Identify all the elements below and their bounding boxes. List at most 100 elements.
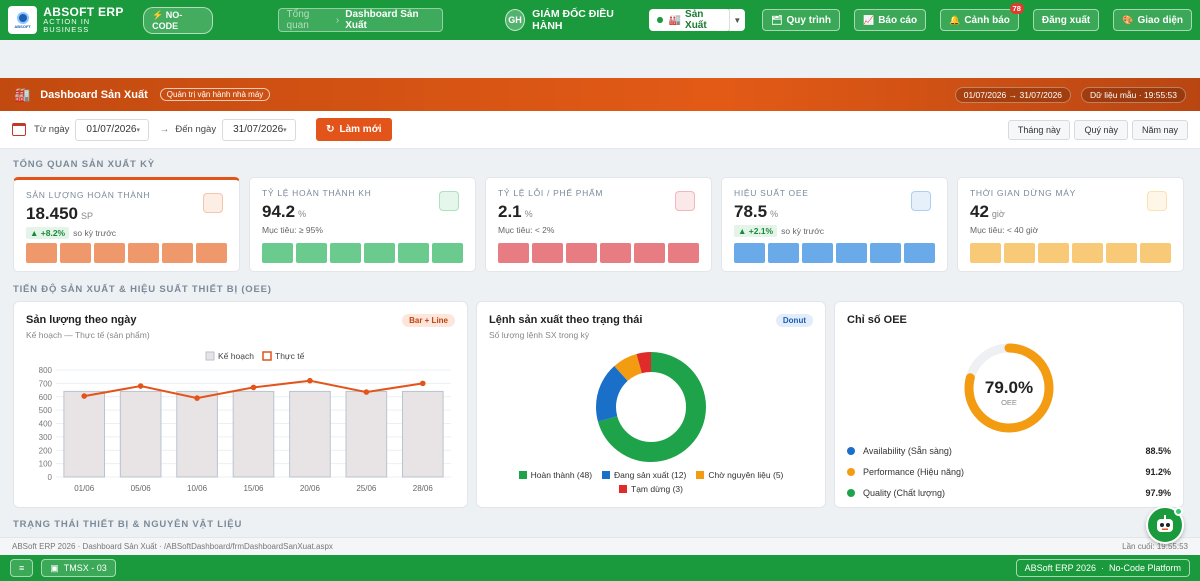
kpi-value: 78.5%: [734, 202, 935, 222]
actual-point[interactable]: [81, 393, 88, 399]
legend-label: Hoàn thành (48): [530, 470, 593, 480]
kpi-label: TỶ LỆ HOÀN THÀNH KH: [262, 188, 372, 198]
report-icon: 📈: [862, 14, 875, 25]
bottom-bar: ≡ ▣ TMSX - 03 ABSoft ERP 2026 · No-Code Pla…: [0, 555, 1200, 581]
refresh-label: Làm mới: [339, 124, 382, 135]
kpi-card[interactable]: SẢN LƯỢNG HOÀN THÀNH 18.450 SP ▲ +8.2% so …: [13, 177, 240, 272]
actual-point[interactable]: [307, 377, 313, 384]
brand-subtitle: ACTION IN BUSINESS: [43, 17, 91, 35]
legend-plan-label: Kế hoạch: [218, 351, 254, 361]
card-title: Sản lượng theo ngày: [26, 314, 137, 326]
status-path: ABSoft ERP 2026 · Dashboard Sản Xuất · /…: [12, 542, 333, 551]
this-quarter-button[interactable]: Quý này: [1074, 119, 1128, 140]
spark-bar: [634, 243, 665, 263]
plan-bar[interactable]: [401, 390, 444, 478]
date-range-badge: 01/07/2026 → 31/07/2026: [954, 86, 1072, 103]
dashboard-header: 🏭 Dashboard Sản Xuất Quản trị vận hành n…: [0, 78, 1200, 111]
logout-button[interactable]: Đăng xuất: [1032, 9, 1100, 31]
kpi-delta: ▲ +8.2%: [26, 227, 70, 239]
breadcrumb-home[interactable]: Tổng quan: [286, 9, 310, 31]
legend-swatch: [518, 471, 527, 479]
assistant-bot-button[interactable]: [1146, 506, 1184, 544]
kpi-note: Mục tiêu: < 2%: [498, 225, 555, 235]
device-icon: ▣: [50, 562, 59, 573]
donut-legend-item[interactable]: Hoàn thành (48): [518, 470, 593, 480]
device-button[interactable]: ▣ TMSX - 03: [41, 559, 116, 577]
spark-bar: [262, 243, 293, 263]
plan-bar[interactable]: [63, 390, 106, 478]
alert-count-badge: 78: [1009, 3, 1024, 14]
donut-slice[interactable]: [596, 352, 706, 462]
donut-legend-item[interactable]: Đang sản xuất (12): [602, 470, 686, 480]
metric-label: Quality (Chất lượng): [863, 488, 945, 498]
x-tick-label: 15/06: [243, 484, 264, 493]
module-select-value: Sản Xuất: [685, 9, 707, 31]
oee-card: Chỉ số OEE 79.0% OEE Availability (Sẵn sà…: [834, 301, 1184, 508]
chevron-down-icon: ▾: [136, 126, 140, 134]
donut-slice[interactable]: [596, 352, 706, 462]
donut-legend-item[interactable]: Tạm dừng (3): [619, 484, 683, 494]
spark-bar: [870, 243, 901, 263]
donut-legend-item[interactable]: Chờ nguyên liệu (5): [696, 470, 783, 480]
process-button[interactable]: 🗂 Quy trình: [762, 9, 840, 31]
kpi-card[interactable]: THỜI GIAN DỪNG MÁY 42 giờ Mục tiêu: < 40 …: [957, 177, 1184, 272]
kpi-note: Mục tiêu: ≥ 95%: [262, 225, 323, 235]
chevron-down-icon[interactable]: ▼: [728, 9, 746, 31]
logo[interactable]: ABSOFT: [8, 6, 38, 34]
this-month-button[interactable]: Tháng này: [1007, 119, 1071, 140]
to-date-input[interactable]: 31/07/2026 ▾: [222, 118, 297, 141]
plan-bar[interactable]: [289, 390, 331, 478]
plan-bar[interactable]: [232, 390, 275, 478]
menu-button[interactable]: ≡: [10, 559, 34, 577]
report-button[interactable]: 📈 Báo cáo: [853, 9, 927, 31]
y-tick-label: 200: [39, 446, 53, 455]
plan-bar[interactable]: [345, 390, 388, 478]
kpi-number: 78.5: [734, 202, 768, 221]
logout-label: Đăng xuất: [1041, 14, 1091, 26]
kpi-card[interactable]: TỶ LỆ LỖI / PHẾ PHẨM 2.1% Mục tiêu: < 2%: [485, 177, 712, 272]
actual-point[interactable]: [363, 389, 370, 395]
plan-bar[interactable]: [119, 390, 162, 478]
plan-bar[interactable]: [176, 390, 218, 478]
kpi-subtext: Mục tiêu: < 2%: [498, 225, 699, 235]
actual-point[interactable]: [194, 395, 200, 401]
kpi-card[interactable]: HIỆU SUẤT OEE 78.5% ▲ +2.1% so kỳ trước: [721, 177, 948, 272]
spark-bar: [128, 243, 159, 263]
bell-icon: 🔔: [949, 14, 961, 25]
alert-button[interactable]: 🔔 Cảnh báo 78: [940, 3, 1024, 31]
refresh-icon: ↻: [326, 124, 335, 135]
status-last-update: Lần cuối: 19:55:53: [1122, 542, 1188, 551]
module-select[interactable]: 🏭 Sản Xuất: [649, 9, 731, 31]
this-year-button[interactable]: Năm nay: [1131, 119, 1188, 140]
kpi-note: so kỳ trước: [73, 228, 117, 238]
kpi-note: so kỳ trước: [781, 226, 825, 236]
avatar[interactable]: GH: [504, 9, 526, 31]
user-role: GIÁM ĐỐC ĐIỀU HÀNH: [532, 8, 614, 32]
factory-icon: 🏭: [14, 86, 31, 102]
from-date-input[interactable]: 01/07/2026 ▾: [75, 118, 150, 141]
version-tag: ABSoft ERP 2026 · No-Code Platform: [1015, 559, 1190, 577]
legend-actual-label: Thực tế: [275, 351, 305, 361]
metric-value: 97.9%: [1145, 488, 1171, 498]
donut-legend: Hoàn thành (48) Đang sản xuất (12) Chờ ngu…: [491, 470, 811, 494]
spark-bar: [26, 243, 57, 263]
actual-point[interactable]: [250, 384, 257, 391]
kpi-sparkbars: [498, 243, 699, 263]
brand: ABSOFT ERP ACTION IN BUSINESS: [43, 6, 131, 34]
y-tick-label: 0: [48, 473, 53, 482]
page-title: Dashboard Sản Xuất: [40, 88, 148, 101]
metric-label: Performance (Hiệu năng): [863, 467, 965, 477]
refresh-button[interactable]: ↻ Làm mới: [316, 118, 392, 141]
kpi-subtext: ▲ +8.2% so kỳ trước: [26, 227, 227, 239]
actual-point[interactable]: [137, 383, 144, 389]
spark-bar: [734, 243, 765, 263]
gauge-value: 79.0%: [985, 378, 1033, 397]
kpi-card[interactable]: TỶ LỆ HOÀN THÀNH KH 94.2% Mục tiêu: ≥ 95…: [249, 177, 476, 272]
card-title: Lệnh sản xuất theo trạng thái: [489, 314, 643, 326]
spark-bar: [668, 243, 699, 263]
report-label: Báo cáo: [878, 14, 918, 26]
theme-button[interactable]: 🎨 Giao diện: [1113, 9, 1193, 31]
spark-bar: [432, 243, 463, 263]
actual-point[interactable]: [419, 380, 426, 387]
section-title-progress: TIẾN ĐỘ SẢN XUẤT & HIỆU SUẤT THIẾT BỊ (O…: [13, 284, 272, 295]
